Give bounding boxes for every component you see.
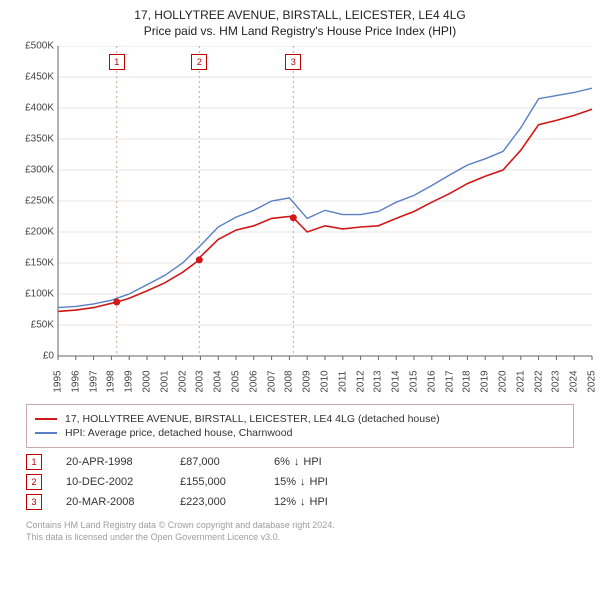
- legend-item: HPI: Average price, detached house, Char…: [35, 427, 565, 439]
- sale-diff-vs: HPI: [310, 476, 328, 488]
- x-tick-label: 1999: [124, 370, 135, 392]
- x-tick-label: 2001: [159, 370, 170, 392]
- sale-price: £87,000: [180, 456, 250, 468]
- sale-diff-pct: 6%: [274, 456, 290, 468]
- line-chart-svg: [10, 46, 600, 362]
- y-axis-ticks: £0£50K£100K£150K£200K£250K£300K£350K£400…: [10, 46, 54, 356]
- x-tick-label: 1997: [88, 370, 99, 392]
- sale-diff: 6% ↓HPI: [274, 456, 354, 468]
- sale-row: 3 20-MAR-2008 £223,000 12% ↓ HPI: [26, 494, 574, 510]
- legend-swatch: [35, 418, 57, 420]
- legend-swatch: [35, 432, 57, 434]
- sale-price: £223,000: [180, 496, 250, 508]
- arrow-down-icon: ↓: [294, 456, 300, 468]
- x-tick-label: 2024: [569, 370, 580, 392]
- sale-diff-pct: 15%: [274, 476, 296, 488]
- x-tick-label: 2011: [337, 371, 348, 393]
- legend: 17, HOLLYTREE AVENUE, BIRSTALL, LEICESTE…: [26, 404, 574, 448]
- x-tick-label: 2020: [498, 370, 509, 392]
- y-tick-label: £100K: [25, 289, 54, 300]
- x-tick-label: 2002: [177, 370, 188, 392]
- chart-subtitle: Price paid vs. HM Land Registry's House …: [10, 24, 590, 38]
- x-tick-label: 2009: [302, 370, 313, 392]
- sale-diff-pct: 12%: [274, 496, 296, 508]
- legend-label: HPI: Average price, detached house, Char…: [65, 427, 292, 439]
- x-tick-label: 2015: [409, 370, 420, 392]
- sale-row-badge: 1: [26, 454, 42, 470]
- x-tick-label: 2003: [195, 370, 206, 392]
- y-tick-label: £400K: [25, 103, 54, 114]
- attribution-footer: Contains HM Land Registry data © Crown c…: [26, 520, 574, 543]
- sale-price: £155,000: [180, 476, 250, 488]
- x-tick-label: 1996: [70, 370, 81, 392]
- sales-table: 120-APR-1998£87,0006%↓HPI210-DEC-2002£15…: [26, 454, 574, 510]
- x-tick-label: 2022: [533, 370, 544, 392]
- y-tick-label: £50K: [31, 320, 54, 331]
- x-tick-label: 2021: [515, 370, 526, 392]
- x-tick-label: 1995: [53, 370, 64, 392]
- sale-row: 2 10-DEC-2002 £155,000 15% ↓ HPI: [26, 474, 574, 490]
- x-tick-label: 2010: [320, 370, 331, 392]
- x-tick-label: 2013: [373, 370, 384, 392]
- footer-line-2: This data is licensed under the Open Gov…: [26, 532, 574, 544]
- sale-diff: 12% ↓ HPI: [274, 496, 354, 508]
- chart-container: 17, HOLLYTREE AVENUE, BIRSTALL, LEICESTE…: [0, 0, 600, 549]
- sale-marker-badge: 3: [285, 54, 301, 70]
- sale-diff-vs: HPI: [310, 496, 328, 508]
- sale-row: 1 20-APR-1998 £87,000 6% ↓HPI: [26, 454, 574, 470]
- y-tick-label: £300K: [25, 165, 54, 176]
- y-tick-label: £250K: [25, 196, 54, 207]
- legend-label: 17, HOLLYTREE AVENUE, BIRSTALL, LEICESTE…: [65, 413, 440, 425]
- x-tick-label: 2004: [213, 370, 224, 392]
- y-tick-label: £450K: [25, 72, 54, 83]
- footer-line-1: Contains HM Land Registry data © Crown c…: [26, 520, 574, 532]
- sale-date: 20-APR-1998: [66, 456, 156, 468]
- y-tick-label: £0: [43, 351, 54, 362]
- x-tick-label: 2007: [266, 370, 277, 392]
- chart-title-address: 17, HOLLYTREE AVENUE, BIRSTALL, LEICESTE…: [10, 8, 590, 22]
- x-axis-ticks: 1995 1996 1997 1998 1999 2000 2001 2002 2003 2004…: [10, 362, 600, 396]
- y-tick-label: £350K: [25, 134, 54, 145]
- arrow-down-icon: ↓: [300, 496, 306, 508]
- sale-date: 20-MAR-2008: [66, 496, 156, 508]
- x-tick-label: 2017: [444, 370, 455, 392]
- sale-marker-badge: 2: [191, 54, 207, 70]
- sale-date: 10-DEC-2002: [66, 476, 156, 488]
- x-tick-label: 2023: [551, 370, 562, 392]
- x-tick-label: 2006: [248, 370, 259, 392]
- sale-marker-badge: 1: [109, 54, 125, 70]
- x-tick-label: 2008: [284, 370, 295, 392]
- x-tick-label: 2018: [462, 370, 473, 392]
- x-tick-label: 2025: [587, 370, 598, 392]
- x-tick-label: 2016: [426, 370, 437, 392]
- sale-diff-vs: HPI: [303, 456, 321, 468]
- x-tick-label: 2019: [480, 370, 491, 392]
- sale-row-badge: 2: [26, 474, 42, 490]
- x-tick-label: 2000: [142, 370, 153, 392]
- x-tick-label: 1998: [106, 370, 117, 392]
- x-tick-label: 2014: [391, 370, 402, 392]
- y-tick-label: £500K: [25, 41, 54, 52]
- sale-row-badge: 3: [26, 494, 42, 510]
- y-tick-label: £200K: [25, 227, 54, 238]
- x-tick-label: 2005: [231, 370, 242, 392]
- plot-area: £0 £50K £100K £150K £200K £250K £300K £350K £400…: [10, 46, 600, 396]
- legend-item: 17, HOLLYTREE AVENUE, BIRSTALL, LEICESTE…: [35, 413, 565, 425]
- y-tick-label: £150K: [25, 258, 54, 269]
- sale-diff: 15% ↓ HPI: [274, 476, 354, 488]
- arrow-down-icon: ↓: [300, 476, 306, 488]
- x-tick-label: 2012: [355, 370, 366, 392]
